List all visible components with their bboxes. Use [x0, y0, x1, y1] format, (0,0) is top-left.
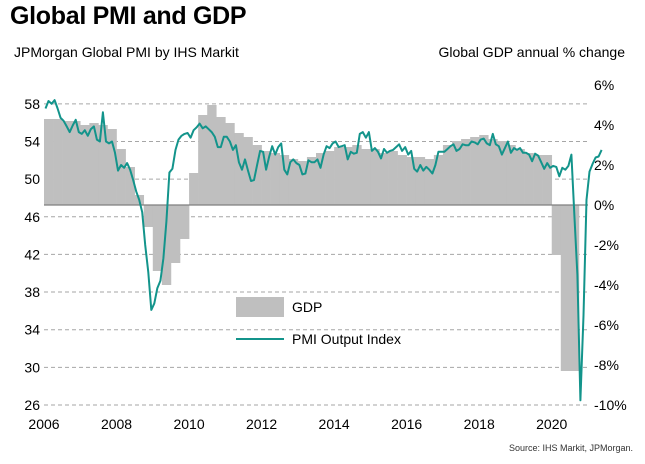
gdp-bar	[506, 145, 516, 205]
gdp-bar	[388, 151, 398, 205]
gdp-bar	[415, 157, 426, 205]
gdp-bar	[71, 121, 81, 205]
x-axis-ticks: 2006 2008 2010 2012 2014 2016 2018 2020	[28, 416, 567, 432]
gdp-bar	[180, 205, 190, 239]
x-tick-label: 2018	[464, 416, 495, 432]
gdp-bar	[569, 205, 580, 371]
gdp-bar	[270, 153, 281, 205]
right-tick-label: 2%	[594, 157, 614, 173]
x-tick-label: 2006	[28, 416, 59, 432]
left-tick-label: 38	[24, 284, 40, 300]
gdp-bar	[53, 119, 63, 205]
left-axis-title: JPMorgan Global PMI by IHS Markit	[14, 44, 239, 60]
gdp-bar	[279, 155, 290, 205]
gdp-bar	[125, 167, 135, 205]
gdp-bar	[334, 147, 344, 205]
gdp-bar	[234, 133, 244, 205]
right-axis-ticks: 6% 4% 2% 0% -2% -4% -6% -8% -10%	[594, 77, 627, 413]
x-tick-label: 2008	[101, 416, 132, 432]
right-axis-title: Global GDP annual % change	[438, 44, 625, 60]
legend-pmi-label: PMI Output Index	[292, 331, 401, 347]
right-tick-label: 6%	[594, 77, 614, 93]
right-tick-label: -10%	[594, 397, 627, 413]
legend-gdp-swatch	[236, 297, 284, 317]
gdp-bar	[424, 159, 435, 205]
pmi-series-line	[44, 99, 603, 402]
gdp-bar	[361, 149, 371, 205]
gdp-bar	[143, 205, 154, 227]
gdp-bar	[397, 155, 407, 205]
gdp-bar	[316, 153, 326, 205]
gdp-bar	[198, 115, 208, 205]
gdp-bar	[207, 105, 217, 205]
left-axis-ticks: 26 30 34 38 42 46 50 54 58	[24, 96, 40, 413]
right-tick-label: 0%	[594, 197, 614, 213]
gdp-bar	[288, 159, 299, 205]
left-tick-label: 42	[24, 246, 40, 262]
source-note: Source: IHS Markit, JPMorgan.	[508, 443, 633, 453]
gdp-bar	[98, 125, 108, 205]
x-tick-label: 2020	[536, 416, 567, 432]
left-tick-label: 50	[24, 171, 40, 187]
right-tick-label: -4%	[594, 277, 619, 293]
left-tick-label: 30	[24, 359, 40, 375]
legend: GDP PMI Output Index	[236, 297, 401, 347]
gdp-bar	[442, 145, 453, 205]
gdp-bar	[306, 157, 317, 205]
gdp-bar	[252, 145, 262, 205]
gdp-bar	[325, 151, 335, 205]
x-tick-label: 2010	[173, 416, 204, 432]
gdp-bar	[524, 153, 534, 205]
gdp-bar	[479, 135, 489, 205]
gdp-bar	[89, 123, 99, 205]
gdp-bar	[515, 149, 525, 205]
gdp-bar	[370, 149, 380, 205]
x-tick-label: 2014	[319, 416, 350, 432]
gdp-bar	[379, 153, 389, 205]
legend-gdp-label: GDP	[292, 299, 322, 315]
gdp-bar	[189, 173, 199, 205]
chart-title: Global PMI and GDP	[10, 2, 247, 30]
gdp-bar	[225, 123, 235, 205]
gdp-bar	[343, 147, 353, 205]
gdp-bar	[80, 125, 90, 205]
x-tick-label: 2016	[391, 416, 422, 432]
left-tick-label: 26	[24, 397, 40, 413]
gdp-bar	[216, 117, 226, 205]
left-tick-label: 54	[24, 133, 40, 149]
gdp-bar	[62, 121, 72, 205]
gdp-bar	[533, 155, 543, 205]
x-tick-label: 2012	[246, 416, 277, 432]
gdp-bar	[433, 155, 444, 205]
gdp-bar	[170, 205, 181, 263]
gdp-bar	[488, 139, 498, 205]
right-tick-label: 4%	[594, 117, 614, 133]
gdp-bar	[261, 151, 271, 205]
gdp-bar	[297, 161, 308, 205]
gdp-bar	[44, 119, 54, 205]
gdp-bar	[406, 157, 417, 205]
gdp-bar	[497, 141, 507, 205]
gdp-bar	[161, 205, 172, 285]
gdp-bar	[116, 149, 126, 205]
right-tick-label: -6%	[594, 317, 619, 333]
gdp-bar	[152, 205, 163, 271]
gdp-bar	[107, 129, 117, 205]
left-tick-label: 34	[24, 322, 40, 338]
gdp-bar	[452, 141, 462, 205]
gdp-bar	[560, 205, 571, 371]
gdp-bar	[542, 155, 553, 205]
right-tick-label: -2%	[594, 237, 619, 253]
left-tick-label: 58	[24, 96, 40, 112]
right-tick-label: -8%	[594, 357, 619, 373]
gdp-bar	[551, 205, 562, 255]
left-tick-label: 46	[24, 209, 40, 225]
gdp-bar	[470, 137, 480, 205]
gdp-bar	[352, 145, 362, 205]
gdp-bar	[461, 139, 471, 205]
